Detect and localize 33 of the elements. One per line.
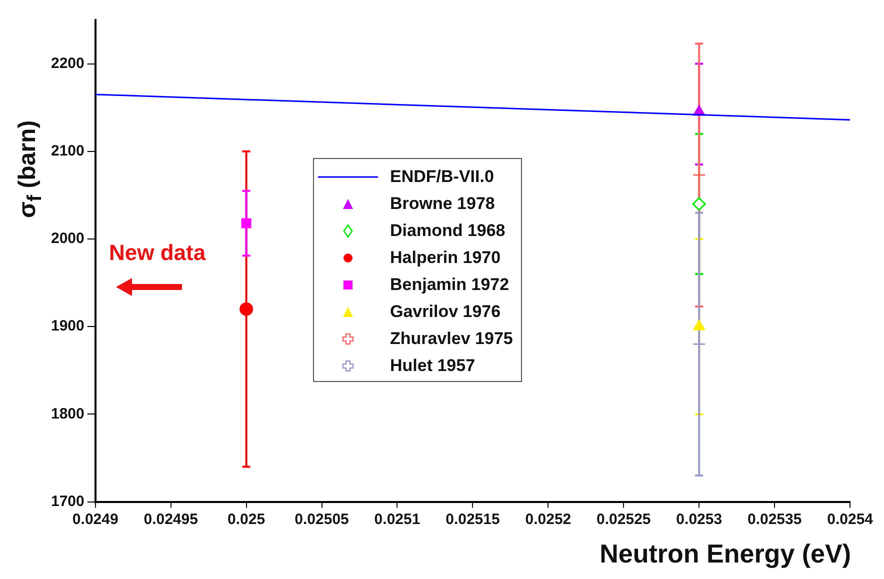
legend-label: ENDF/B-VII.0 xyxy=(390,166,494,186)
legend-label: Halperin 1970 xyxy=(390,248,501,268)
annotation: New data xyxy=(109,240,206,266)
x-tick-label: 0.02505 xyxy=(294,510,349,528)
x-tick-label: 0.02535 xyxy=(747,510,802,528)
point xyxy=(692,168,706,182)
point xyxy=(692,197,706,211)
y-tick-label: 2100 xyxy=(50,142,84,160)
x-tick-label: 0.025 xyxy=(228,510,266,528)
x-tick-label: 0.0251 xyxy=(374,510,420,528)
x-tick-label: 0.02525 xyxy=(596,510,651,528)
point xyxy=(240,302,254,316)
legend-label: Browne 1978 xyxy=(390,194,495,214)
x-tick-label: 0.0249 xyxy=(72,510,118,528)
x-tick-label: 0.0253 xyxy=(676,510,722,528)
x-tick-label: 0.02515 xyxy=(446,510,500,528)
x-axis-title: Neutron Energy (eV) xyxy=(600,538,851,569)
y-tick-label: 2000 xyxy=(50,230,84,248)
legend-label: Benjamin 1972 xyxy=(390,274,510,294)
y-tick-label: 1700 xyxy=(50,492,84,510)
x-tick-label: 0.0254 xyxy=(827,510,874,528)
y-tick-label: 2200 xyxy=(50,54,84,72)
x-tick-label: 0.02495 xyxy=(144,510,198,528)
y-tick-label: 1900 xyxy=(50,318,84,335)
legend-label: Diamond 1968 xyxy=(390,220,506,240)
legend-label: Hulet 1957 xyxy=(390,356,476,376)
point xyxy=(693,320,706,330)
x-tick-label: 0.0252 xyxy=(525,510,572,528)
legend-label: Zhuravlev 1975 xyxy=(390,328,513,348)
point xyxy=(241,218,252,228)
point xyxy=(692,337,706,351)
y-tick-label: 1800 xyxy=(50,405,84,422)
legend-label: Gavrilov 1976 xyxy=(390,302,501,322)
